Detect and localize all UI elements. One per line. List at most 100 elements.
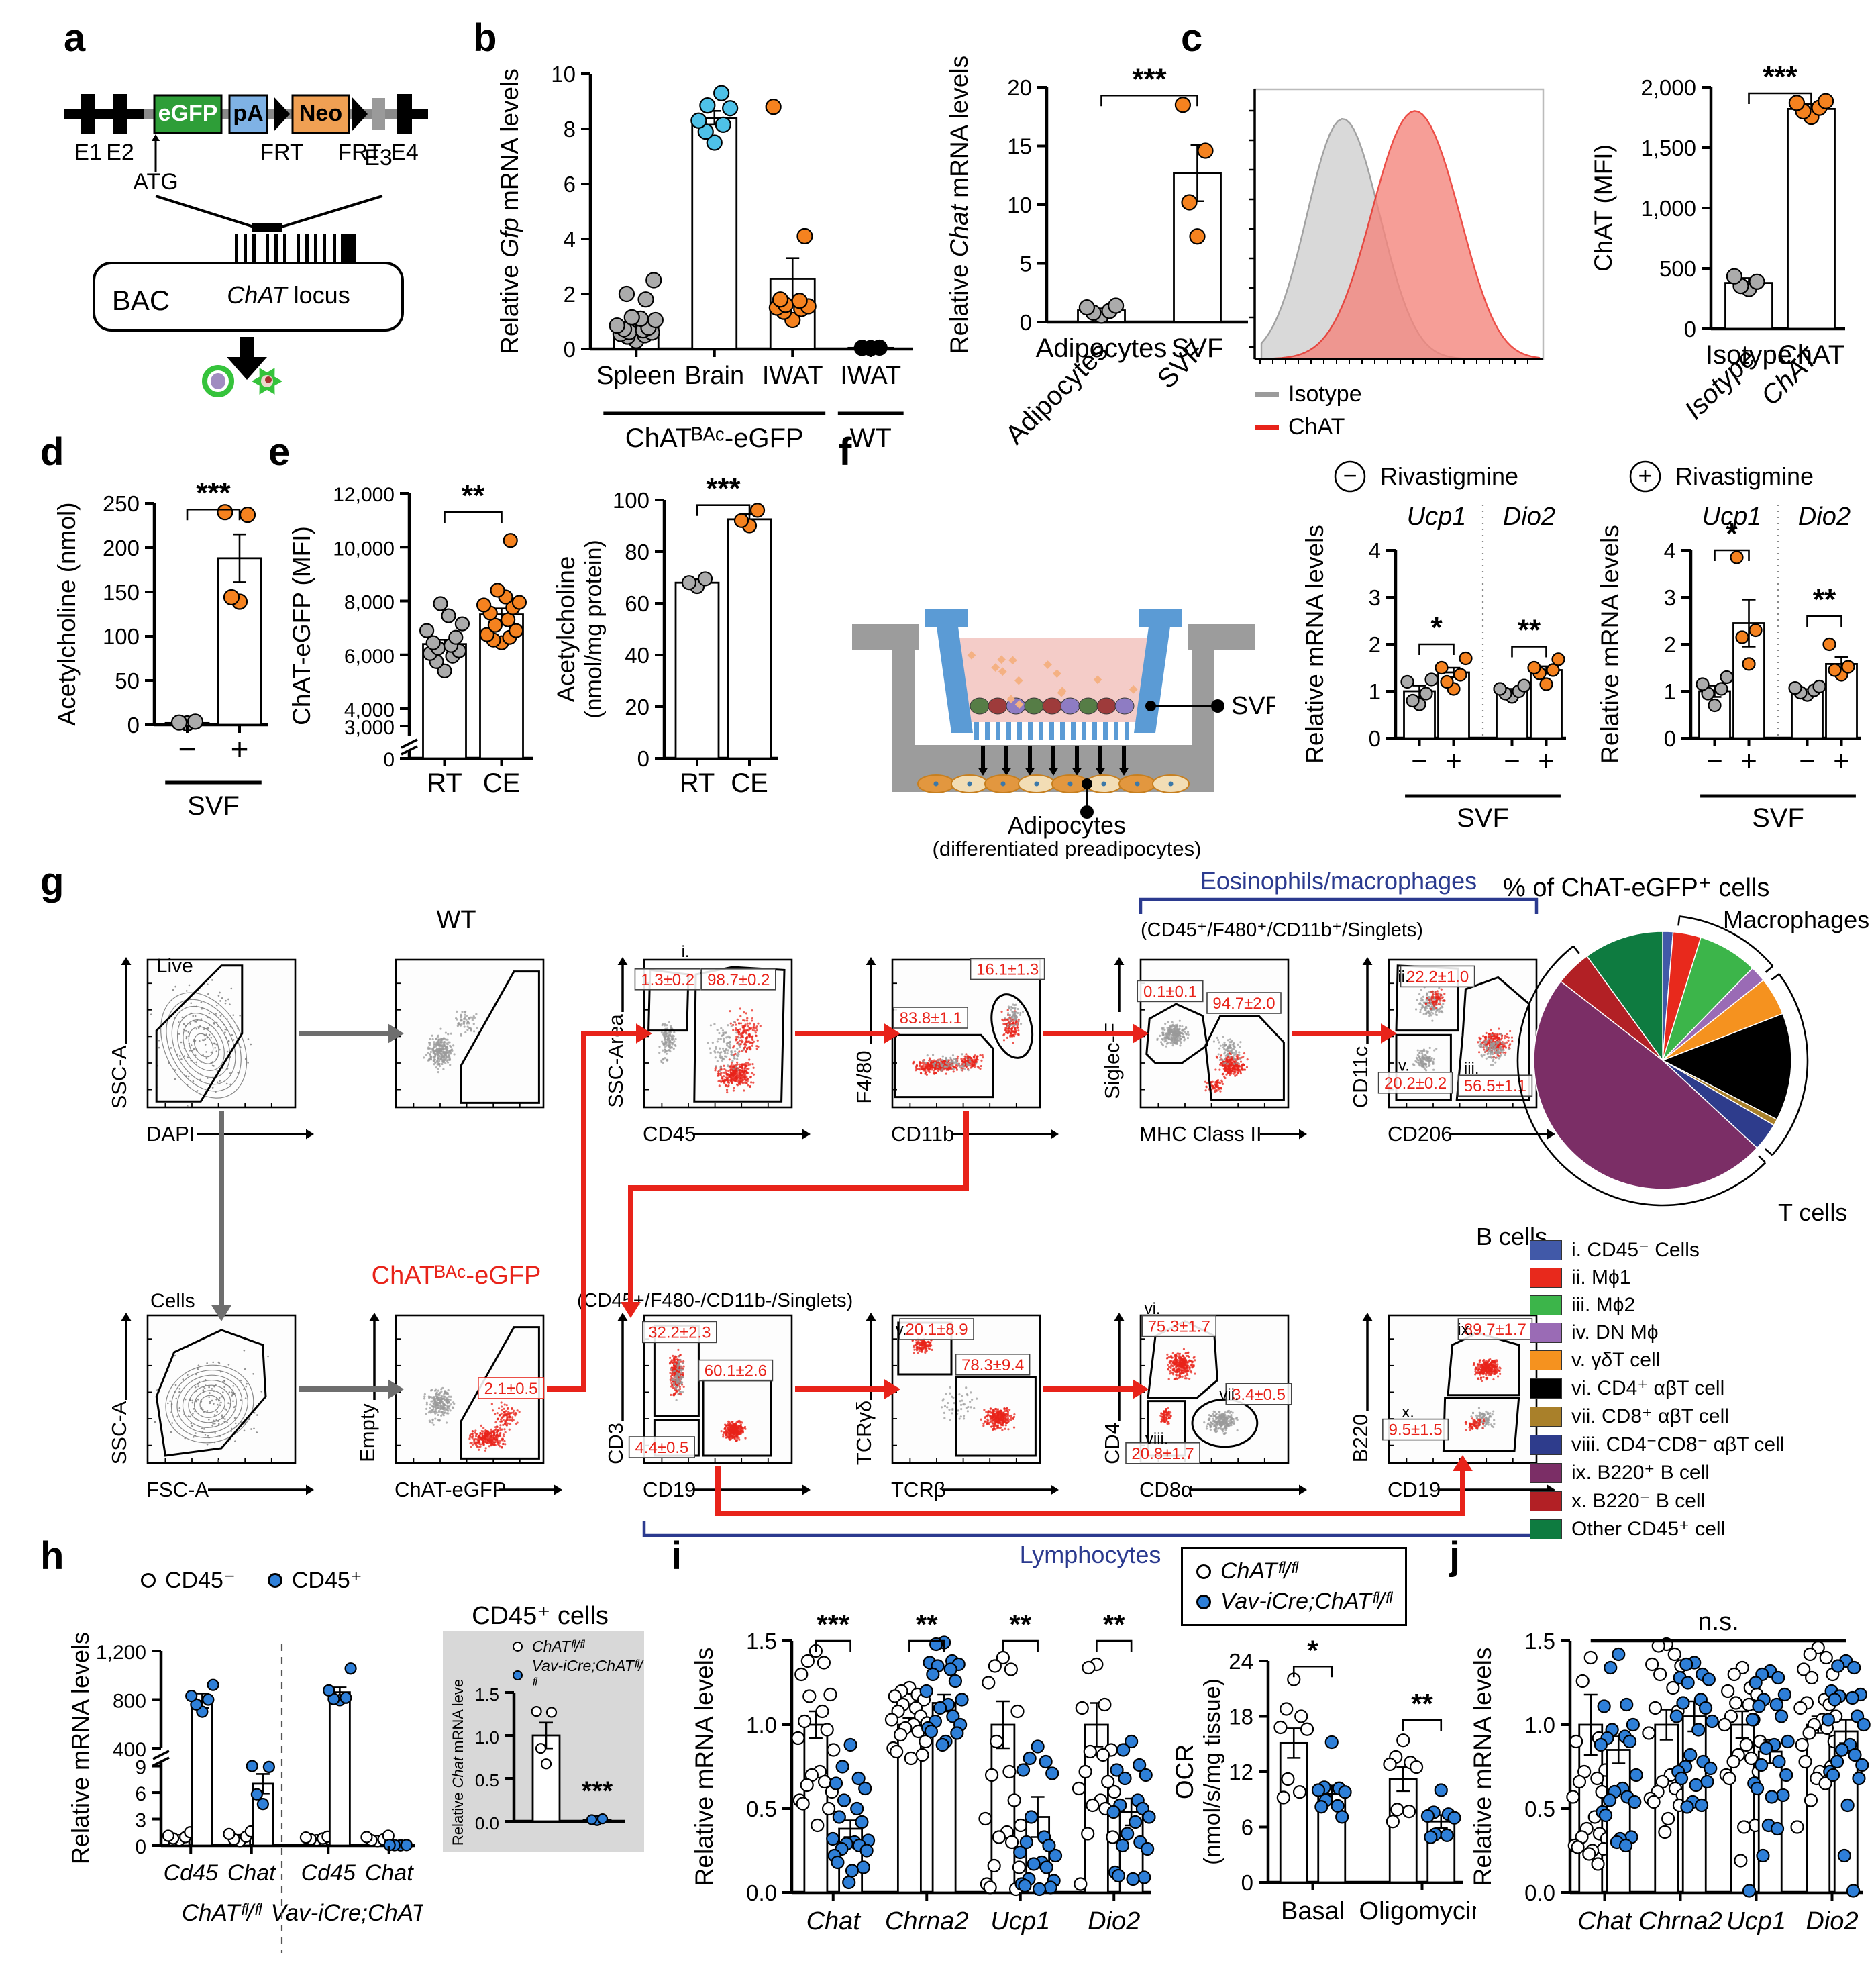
svg-text:6,000: 6,000 (344, 646, 395, 668)
svg-text:6: 6 (564, 172, 576, 197)
svg-text:10: 10 (1007, 193, 1032, 217)
pie-legend-item: vi. CD4⁺ αβT cell (1530, 1376, 1784, 1400)
svg-text:98.7±0.2: 98.7±0.2 (707, 971, 770, 989)
isotype-dash-icon (1255, 392, 1279, 397)
svg-text:eGFP: eGFP (158, 101, 218, 126)
legend-item-vavicre: Vav-iCre;ChATᶠˡ/ᶠˡ (1196, 1588, 1392, 1615)
acetylcholine-chart: 0 50 100 150 200 250 Acetylcholine (nmol) − + SVF… (47, 456, 282, 836)
flow-plot-cells: Cells SSC-A FSC-A (101, 1289, 322, 1513)
legend-label: Vav-iCre;ChATᶠˡ/ᶠˡ (1220, 1588, 1392, 1614)
open-circle-icon (141, 1573, 156, 1588)
svg-text:ChATᴮᴬᶜ-eGFP: ChATᴮᴬᶜ-eGFP (625, 423, 804, 453)
svg-text:+: + (1538, 745, 1555, 776)
singlets-negative-note: (CD45+/F480-/CD11b-/Singlets) (577, 1290, 853, 1311)
svg-text:(differentiated preadipocytes): (differentiated preadipocytes) (933, 837, 1202, 859)
flow-plot-siglecf-mhc2: 0.1±0.1 94.7±2.0 Siglec-F MHC Class II (1094, 933, 1315, 1158)
legend-label: CD45⁺ (291, 1568, 362, 1593)
svg-text:Rivastigmine: Rivastigmine (1675, 462, 1814, 490)
legend-label: ix. B220⁺ B cell (1571, 1462, 1710, 1484)
legend-item-vavicre: Vav-iCre;ChATᶠˡ/ᶠˡ (513, 1657, 644, 1693)
svg-text:8: 8 (564, 117, 576, 142)
svg-text:2: 2 (564, 282, 576, 307)
svg-text:E3: E3 (364, 145, 393, 170)
panel-h-label: h (40, 1534, 64, 1578)
pie-legend-item: ii. Mϕ1 (1530, 1266, 1784, 1289)
legend-swatch-icon (1530, 1491, 1562, 1511)
svg-text:0: 0 (564, 337, 576, 362)
panel-j-label: j (1449, 1534, 1461, 1578)
svg-text:SSC-Area: SSC-Area (604, 1013, 627, 1107)
svg-text:**: ** (1518, 614, 1541, 647)
h-inset-title: CD45⁺ cells (472, 1602, 609, 1630)
legend-swatch-icon (1530, 1268, 1562, 1288)
legend-label: iv. DN Mϕ (1571, 1321, 1659, 1344)
pie-legend-item: iii. Mϕ2 (1530, 1294, 1784, 1317)
svg-text:+: + (1638, 462, 1652, 489)
svg-text:Ucp1: Ucp1 (1702, 503, 1762, 531)
svg-text:Relative Gfp mRNA levels: Relative Gfp mRNA levels (496, 68, 523, 354)
h-legend: CD45⁻ CD45⁺ (141, 1567, 362, 1601)
pie-legend-item: iv. DN Mϕ (1530, 1321, 1784, 1344)
svg-text:SSC-A: SSC-A (107, 1401, 131, 1464)
open-circle-icon (1196, 1564, 1211, 1579)
svg-text:***: *** (1763, 60, 1797, 93)
i-legend-box: ChATᶠˡ/ᶠˡ Vav-iCre;ChATᶠˡ/ᶠˡ (1181, 1547, 1407, 1626)
h-inset-legend: ChATᶠˡ/ᶠˡ Vav-iCre;ChATᶠˡ/ᶠˡ (513, 1637, 644, 1700)
svg-text:SVF: SVF (1231, 692, 1275, 720)
pie-legend-item: x. B220⁻ B cell (1530, 1489, 1784, 1513)
svg-text:1,500: 1,500 (1640, 136, 1696, 160)
svg-text:ChAT: ChAT (1778, 340, 1844, 370)
legend-label: x. B220⁻ B cell (1571, 1490, 1706, 1512)
svg-text:Dio2: Dio2 (1798, 503, 1851, 531)
pie-legend-item: ix. B220⁺ B cell (1530, 1461, 1784, 1484)
svg-text:Dio2: Dio2 (1503, 503, 1555, 531)
svg-text:22.2±1.0: 22.2±1.0 (1406, 968, 1469, 986)
panel-a-label: a (64, 16, 86, 60)
rivastigmine-minus-chart: − Rivastigmine 0 1 2 3 4 Relative mRNA levels − +… (1295, 456, 1577, 849)
svg-text:CD206: CD206 (1388, 1122, 1453, 1146)
legend-label: i. CD45⁻ Cells (1571, 1239, 1700, 1261)
svg-text:Acetylcholine: Acetylcholine (552, 556, 580, 702)
j-mrna-chart: 0.0 0.5 1.0 1.5 Relative mRNA levels Chat Chrn… (1463, 1577, 1872, 1969)
svg-text:Cells: Cells (150, 1290, 195, 1312)
blue-circle-icon (267, 1573, 282, 1588)
svg-text:+: + (231, 731, 249, 766)
panel-c-label: c (1181, 16, 1203, 60)
legend-label: v. γδT cell (1571, 1349, 1661, 1371)
svg-text:2.1±0.5: 2.1±0.5 (484, 1380, 538, 1398)
svg-text:E1: E1 (74, 140, 102, 165)
panel-b-label: b (473, 16, 497, 60)
svg-text:*: * (1430, 611, 1443, 644)
svg-text:100: 100 (613, 488, 649, 513)
svg-text:CE: CE (483, 768, 521, 798)
panel-i-label: i (671, 1534, 682, 1578)
svg-text:WT: WT (850, 423, 892, 453)
legend-swatch-icon (1530, 1406, 1562, 1427)
flow-plot-b220-cd19: 89.7±1.7 ix. 9.5±1.5 x. B220 CD19 (1342, 1289, 1563, 1513)
legend-swatch-icon (1530, 1434, 1562, 1455)
legend-label: ChATᶠˡ/ᶠˡ (532, 1637, 584, 1655)
svg-text:i.: i. (682, 943, 690, 961)
svg-text:Adipocytes: Adipocytes (1008, 811, 1126, 839)
svg-text:−: − (1343, 462, 1357, 489)
svg-text:IWAT: IWAT (840, 362, 901, 390)
svg-text:4: 4 (1369, 538, 1381, 563)
legend-swatch-icon (1530, 1240, 1562, 1260)
svg-text:Rivastigmine: Rivastigmine (1380, 462, 1518, 490)
gfp-mrna-chart: 0 2 4 6 8 10 Relative Gfp mRNA levels Spleen Bra… (490, 47, 919, 466)
svg-text:56.5±1.1: 56.5±1.1 (1464, 1077, 1526, 1095)
svg-text:2: 2 (1369, 632, 1381, 657)
svg-text:20: 20 (1007, 75, 1032, 100)
chat-mrna-chart: 0 5 10 15 20 Relative Chat mRNA levels Adipocy… (939, 47, 1275, 466)
svg-text:Spleen: Spleen (596, 362, 676, 390)
svg-text:RT: RT (427, 768, 462, 798)
i-mrna-chart: 0.0 0.5 1.0 1.5 Relative mRNA levels Chat Chrn… (684, 1577, 1161, 1969)
svg-text:+: + (1445, 745, 1462, 776)
legend-swatch-icon (1530, 1462, 1562, 1483)
legend-swatch-icon (1530, 1323, 1562, 1343)
svg-text:CE: CE (731, 768, 768, 798)
svg-text:Empty: Empty (356, 1403, 379, 1462)
svg-text:+: + (1833, 745, 1850, 776)
pie-legend: i. CD45⁻ Cells ii. Mϕ1 iii. Mϕ2 iv. DN Mϕ v.… (1530, 1238, 1784, 1546)
svg-text:−: − (178, 731, 197, 766)
